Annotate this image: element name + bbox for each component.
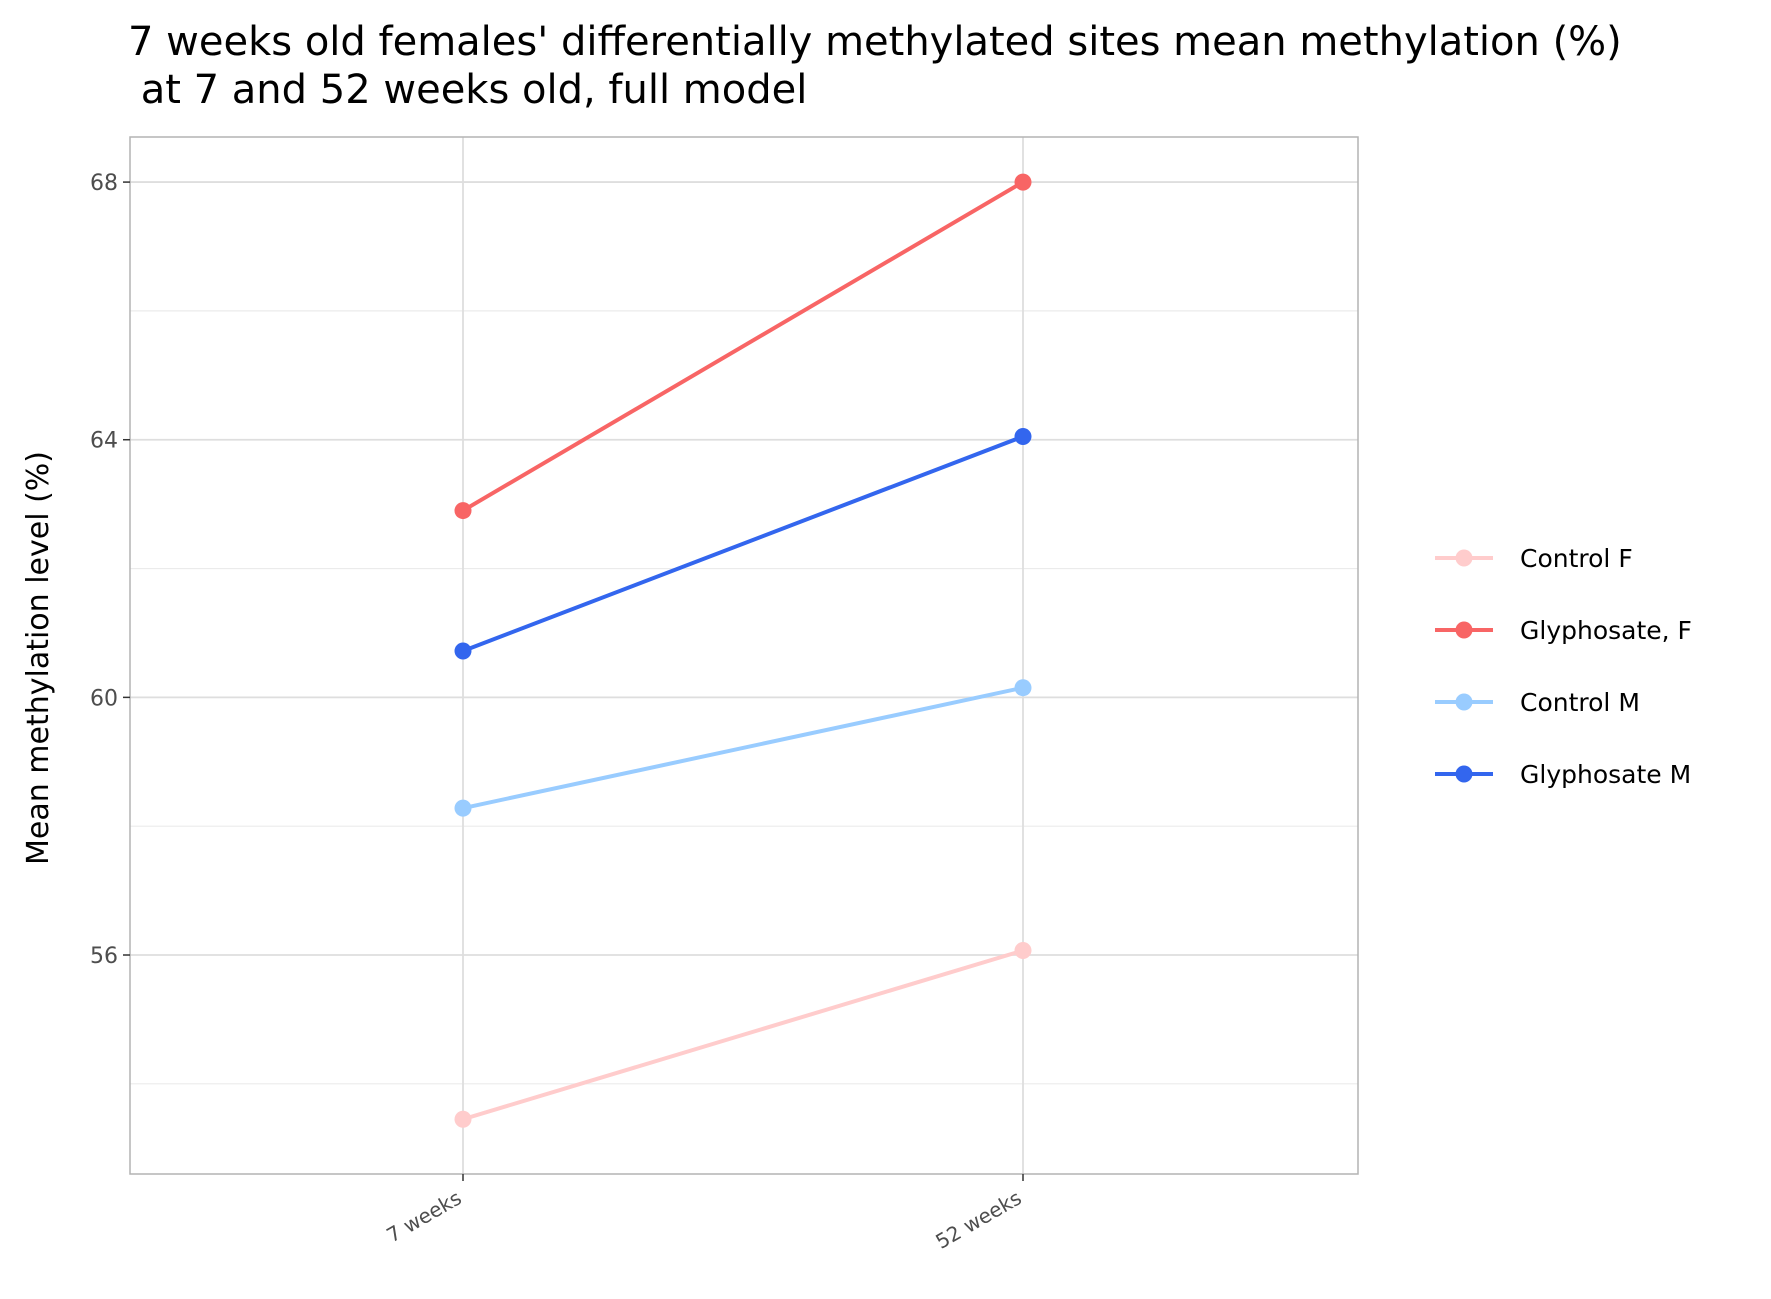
legend-label-2: Control M: [1520, 688, 1640, 717]
legend-key-point-2: [1455, 693, 1473, 711]
data-point-3-1: [1014, 428, 1032, 446]
data-point-1-1: [1014, 173, 1032, 191]
plot-panel-border: [129, 136, 1359, 1175]
legend-key-point-1: [1455, 621, 1473, 639]
chart-title-line-2: at 7 and 52 weeks old, full model: [128, 67, 807, 113]
data-point-1-0: [454, 502, 472, 520]
series-line-2: [461, 685, 1025, 811]
y-tick-label-0: 56: [90, 944, 118, 969]
legend-item-1: Glyphosate, F: [1435, 616, 1692, 645]
data-point-0-1: [1014, 941, 1032, 959]
x-tick-label-0: 7 weeks: [382, 1186, 465, 1248]
legend: Control F Glyphosate, F Control M Glyphosat…: [1435, 544, 1692, 789]
series-line-0: [461, 948, 1025, 1122]
x-tick-label-1: 52 weeks: [931, 1186, 1025, 1254]
legend-label-1: Glyphosate, F: [1520, 616, 1692, 645]
legend-label-3: Glyphosate M: [1520, 760, 1691, 789]
data-point-0-0: [454, 1110, 472, 1128]
series-3: [454, 428, 1032, 660]
data-point-2-0: [454, 799, 472, 817]
series-1: [454, 173, 1032, 520]
chart-title-line-1: 7 weeks old females' differentially meth…: [128, 19, 1622, 65]
legend-key-point-3: [1455, 765, 1473, 783]
y-axis-title: Mean methylation level (%): [21, 451, 56, 865]
legend-item-0: Control F: [1435, 544, 1633, 573]
legend-key-point-0: [1455, 549, 1473, 567]
series-line-1: [461, 180, 1025, 513]
data-point-2-1: [1014, 679, 1032, 697]
grid: [130, 137, 1358, 1174]
y-tick-label-1: 60: [90, 686, 118, 711]
y-tick-label-2: 64: [90, 429, 118, 454]
series-layer: [454, 173, 1032, 1128]
y-axis-ticks: 56 60 64 68: [90, 171, 130, 969]
series-2: [454, 679, 1032, 817]
legend-label-0: Control F: [1520, 544, 1633, 573]
series-line-3: [461, 434, 1025, 653]
series-0: [454, 941, 1032, 1128]
data-point-3-0: [454, 642, 472, 660]
x-axis-ticks: 7 weeks 52 weeks: [382, 1174, 1026, 1254]
y-tick-label-3: 68: [90, 171, 118, 196]
legend-item-3: Glyphosate M: [1435, 760, 1691, 789]
legend-item-2: Control M: [1435, 688, 1640, 717]
